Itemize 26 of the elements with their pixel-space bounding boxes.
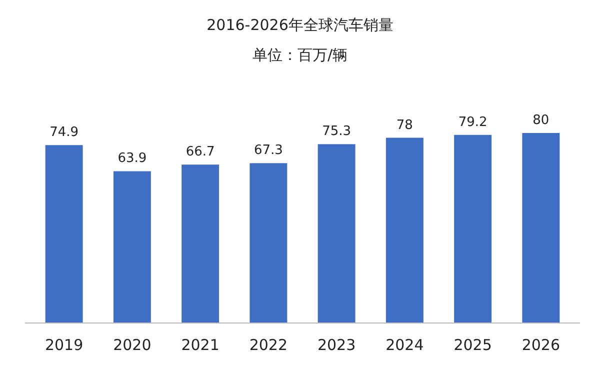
- chart-subtitle: 单位：百万/辆: [252, 46, 348, 64]
- x-tick-label: 2025: [454, 336, 492, 354]
- data-label: 67.3: [254, 143, 283, 158]
- bar: [386, 138, 424, 323]
- data-label: 78: [396, 118, 413, 133]
- x-tick-label: 2019: [44, 336, 84, 354]
- data-label: 63.9: [118, 151, 147, 166]
- chart-title: 2016-2026年全球汽车销量: [206, 16, 394, 34]
- x-tick-label: 2024: [386, 336, 424, 354]
- data-label: 80: [532, 113, 550, 128]
- x-tick-label: 2021: [181, 336, 220, 354]
- bar: [113, 171, 151, 323]
- x-tick-label: 2026: [522, 336, 560, 354]
- bar: [250, 163, 288, 323]
- data-label: 79.2: [458, 114, 488, 130]
- x-tick-label: 2023: [317, 336, 356, 354]
- bar: [522, 133, 560, 323]
- bar: [182, 164, 220, 323]
- x-tick-label: 2022: [249, 336, 288, 354]
- bar: [45, 145, 83, 323]
- data-label: 66.7: [186, 144, 215, 160]
- data-label: 75.3: [322, 124, 352, 140]
- x-tick-label: 2020: [113, 336, 152, 354]
- bar: [318, 144, 356, 323]
- bar: [454, 134, 492, 323]
- data-label: 74.9: [50, 125, 79, 140]
